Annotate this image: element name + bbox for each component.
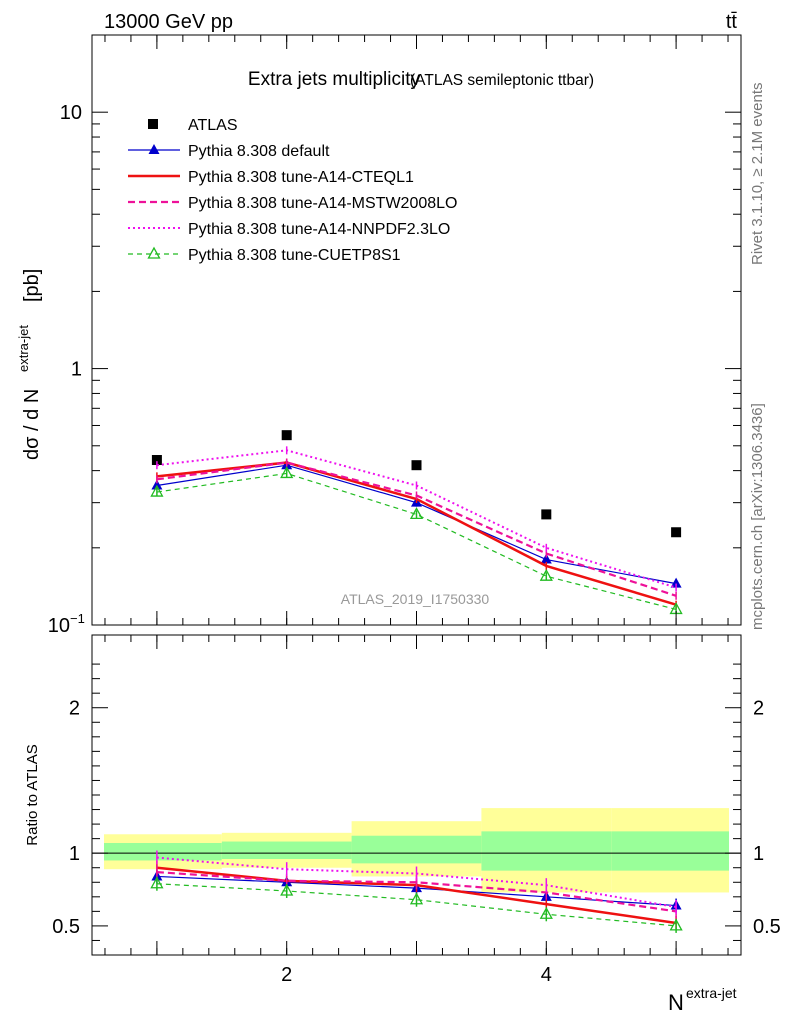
- ratio-data-point: [150, 876, 164, 889]
- legend-item: Pythia 8.308 tune-A14-CTEQL1: [128, 169, 414, 186]
- stat-uncertainty-band: [104, 843, 222, 861]
- stat-uncertainty-band: [351, 835, 482, 864]
- ratio-axes: 0.5 0.5 1 1 2 2 2 4: [52, 635, 781, 986]
- ratio-plot-content: [92, 808, 741, 933]
- main-y-tick-label: 10: [48, 615, 70, 637]
- data-point: [280, 466, 294, 479]
- main-y-axis-title: dσ / d N extra-jet [pb]: [16, 269, 43, 460]
- ratio-series-line: [156, 883, 677, 927]
- ratio-data-point: [280, 883, 294, 896]
- chart-title: Extra jets multiplicity: [248, 69, 421, 90]
- main-plot-content: [150, 430, 683, 615]
- data-point: [541, 509, 552, 520]
- x-tick-label: 4: [541, 964, 552, 986]
- data-point: [281, 430, 292, 441]
- series-4: [156, 446, 677, 592]
- x-axis-title-main: N: [668, 990, 684, 1015]
- series-1: [151, 459, 682, 588]
- ratio-data-point: [669, 918, 683, 931]
- ratio-panel: 0.5 0.5 1 1 2 2 2 4 Ratio to ATLAS N extra-jet: [24, 634, 781, 1015]
- y-axis-title-main: dσ / d N: [21, 389, 43, 460]
- data-point: [409, 507, 424, 520]
- legend-item: Pythia 8.308 tune-CUETP8S1: [128, 246, 401, 264]
- legend-label: Pythia 8.308 tune-A14-CTEQL1: [188, 169, 414, 186]
- rivet-label: Rivet 3.1.10, ≥ 2.1M events: [749, 83, 766, 266]
- process-label: tt̄: [726, 11, 738, 33]
- ratio-y-tick-label-right: 1: [753, 843, 764, 865]
- x-axis-title: N extra-jet: [668, 985, 737, 1015]
- ratio-y-axis-title: Ratio to ATLAS: [24, 744, 41, 845]
- legend-label: ATLAS: [188, 117, 238, 134]
- x-axis-title-sup: extra-jet: [686, 985, 737, 1001]
- legend-label: Pythia 8.308 tune-CUETP8S1: [188, 247, 401, 264]
- series-2: [156, 458, 677, 609]
- legend-label: Pythia 8.308 default: [188, 143, 330, 160]
- legend-item: Pythia 8.308 tune-A14-NNPDF2.3LO: [128, 221, 450, 238]
- data-point: [150, 484, 164, 497]
- energy-label: 13000 GeV pp: [104, 11, 233, 33]
- ratio-series-4: [150, 876, 683, 933]
- ratio-y-tick-label: 2: [69, 698, 80, 720]
- data-point: [151, 455, 162, 466]
- legend-marker: [148, 119, 158, 129]
- legend-item: ATLAS: [148, 117, 238, 134]
- ratio-y-tick-label-right: 0.5: [753, 916, 781, 938]
- main-y-tick-label: 1: [71, 359, 82, 381]
- data-point: [151, 479, 163, 490]
- data-point: [671, 527, 682, 538]
- legend-label: Pythia 8.308 tune-A14-MSTW2008LO: [188, 195, 457, 212]
- data-point: [540, 553, 552, 564]
- data-point: [411, 460, 422, 471]
- ratio-data-point: [539, 906, 553, 919]
- ratio-data-point: [409, 892, 424, 905]
- y-axis-title-unit: [pb]: [21, 269, 43, 302]
- legend-marker: [148, 144, 160, 154]
- legend-marker: [147, 246, 161, 259]
- main-y-tick-label: 10: [60, 102, 82, 124]
- source-label: mcplots.cern.ch [arXiv:1306.3436]: [749, 403, 766, 630]
- stat-uncertainty-band: [221, 841, 352, 859]
- ratio-series-3: [156, 850, 677, 914]
- ratio-y-tick-label-right: 2: [753, 698, 764, 720]
- main-y-tick-label-exponent: −1: [70, 611, 85, 626]
- ratio-y-tick-label: 0.5: [52, 916, 80, 938]
- data-point: [539, 568, 553, 581]
- chart-subtitle: (ATLAS semileptonic ttbar): [410, 72, 594, 89]
- legend-item: Pythia 8.308 default: [128, 143, 330, 160]
- ratio-y-tick-label: 1: [69, 843, 80, 865]
- legend-item: Pythia 8.308 tune-A14-MSTW2008LO: [128, 195, 457, 212]
- series-3: [156, 458, 677, 600]
- data-point: [670, 577, 682, 588]
- analysis-label: ATLAS_2019_I1750330: [341, 591, 490, 607]
- legend: ATLAS Pythia 8.308 default Pythia 8.308 tu…: [128, 117, 457, 264]
- x-tick-label: 2: [281, 964, 292, 986]
- stat-uncertainty-band: [611, 831, 729, 871]
- stat-uncertainty-band: [481, 831, 612, 871]
- legend-label: Pythia 8.308 tune-A14-NNPDF2.3LO: [188, 221, 450, 238]
- series-0: [151, 430, 682, 538]
- y-axis-title-sup: extra-jet: [16, 325, 31, 372]
